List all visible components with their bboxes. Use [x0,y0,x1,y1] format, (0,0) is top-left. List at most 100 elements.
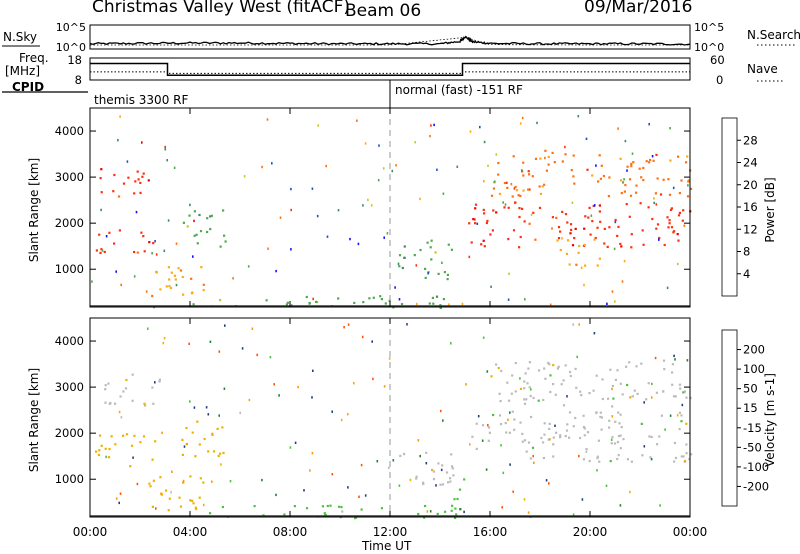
g-vel-cell [131,399,134,402]
g-vel-speckle [309,469,311,472]
g-power-speckle [429,134,431,138]
g-power-cell [519,194,522,197]
g-power-cell [584,264,587,267]
g-vel-cell [619,382,622,385]
g-vel-cell [505,431,508,434]
g-power-cell [143,250,146,253]
g-vel-cell [658,435,661,438]
g-power-cell [170,271,173,274]
g-power-speckle [456,165,459,168]
g-power-speckle [617,127,619,130]
g-power-cell [198,213,201,217]
g-vel-cell [508,399,511,402]
g-power-cell [219,299,222,302]
g-vel-speckle [429,510,432,513]
g-power-speckle [247,265,250,268]
g-power-cell [617,225,620,228]
g-vel-cell [189,499,192,502]
g-vel-cbtick-label: -15 [743,421,762,435]
g-vel-cell [569,370,572,374]
g-vel-cell [513,428,516,431]
g-power-speckle [383,236,385,239]
g-power-cell [589,233,592,236]
g-vel-cell [504,422,507,425]
g-vel-speckle [596,469,598,472]
g-power-speckle [651,155,654,158]
g-power-cell [507,238,510,241]
g-power-speckle [398,298,401,301]
g-power-cell [654,192,657,195]
g-power-cell [527,188,530,191]
g-power-speckle [613,247,616,251]
g-vel-cell [671,383,674,386]
g-vel-cell [110,435,113,438]
g-vel-cell [678,411,681,414]
g-power-speckle [441,261,443,264]
g-vel-cell [579,390,582,393]
g-vel-cell [562,379,565,382]
g-vel-cell [202,481,205,484]
g-vel-cell [498,414,502,417]
g-vel-speckle [426,510,429,513]
g-power-cell [503,206,506,209]
g-vel-cell [618,422,621,425]
g-vel-cell [399,454,402,457]
g-vel-speckle [147,327,149,330]
g-power-speckle [326,235,329,238]
g-power-cell [286,301,289,304]
g-vel-cell [422,481,425,484]
g-power-cell [523,220,526,223]
g-vel-speckle [487,424,489,427]
g-vel-speckle [585,450,588,453]
g-vel-cell [133,434,136,437]
g-vel-cell [449,480,452,483]
g-power-speckle [163,249,166,252]
g-power-cell [522,189,525,192]
g-vel-cell [198,443,201,446]
g-vel-cell [189,475,192,478]
g-power-cell [656,177,659,180]
g-power-speckle [370,204,373,207]
g-power-cell [142,172,145,175]
g-vel-cell [324,513,327,517]
g-vel-cell [108,448,111,451]
g-vel-cell [179,505,183,508]
g-power-cell [588,206,591,209]
g-power-speckle [524,298,526,301]
g-vel-speckle [207,413,210,416]
g-vel-cell [663,368,666,371]
g-power-speckle [490,285,492,288]
g-power-speckle [275,269,277,273]
g-power-cell [686,155,689,158]
g-vel-cell [444,510,447,513]
g-vel-cell [107,382,110,385]
g-power-cell [398,265,401,268]
g-vel-cell [549,374,552,377]
g-vel-cell [613,442,617,445]
g-vel-cell [165,489,168,492]
g-power-speckle [653,197,655,200]
g-vel-cell [685,422,688,425]
g-vel-cell [521,440,524,443]
g-vel-speckle [519,377,521,380]
g-power-cell [159,288,162,291]
g-power-cell [663,243,666,247]
g-power-cell [472,218,475,221]
g-vel-colorbar-frame [721,329,738,507]
g-power-cell [598,154,601,157]
g-power-cell [400,303,404,306]
g-power-speckle [362,204,364,207]
g-power-speckle [677,262,679,266]
g-vel-cell [588,459,591,463]
g-vel-cell [338,505,341,508]
g-power-speckle [419,197,421,201]
g-vel-speckle [115,497,118,500]
g-power-cell [435,295,439,298]
g-vel-cell [454,516,457,520]
g-vel-cell [622,438,625,441]
g-power-speckle [232,277,234,280]
g-vel-cell [203,437,206,441]
g-vel-cell [341,510,344,513]
g-vel-speckle [465,383,467,386]
nsearch-label: N.Search [747,28,800,42]
